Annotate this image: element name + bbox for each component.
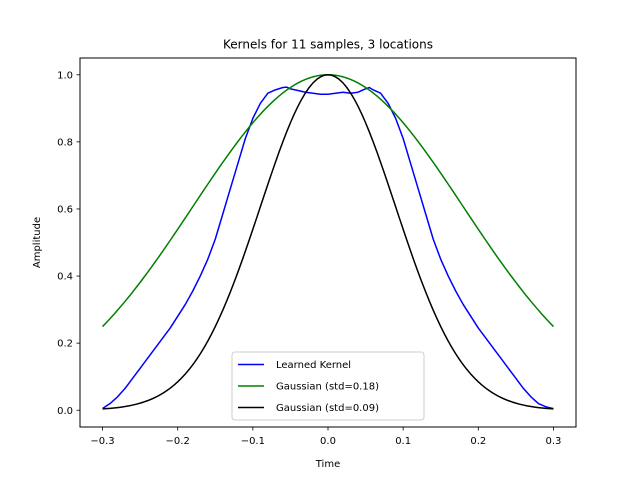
x-tick-label: 0.3	[546, 436, 562, 447]
x-axis-label: Time	[315, 459, 340, 470]
y-tick-label: 0.2	[57, 339, 73, 350]
y-tick-label: 0.0	[57, 406, 73, 417]
series-line-3	[102, 74, 554, 410]
y-tick-label: 0.6	[57, 205, 73, 216]
x-tick-label: 0.1	[395, 436, 411, 447]
legend-box	[231, 351, 425, 421]
y-axis-label: Amplitude	[32, 217, 43, 268]
legend-label: Learned Kernel	[276, 360, 351, 371]
y-tick-label: 0.4	[57, 272, 73, 283]
x-tick-label: −0.2	[166, 436, 190, 447]
y-tick-label: 1.0	[57, 70, 73, 81]
plot-area	[102, 74, 554, 410]
y-tick-label: 0.8	[57, 137, 73, 148]
x-tick-label: −0.3	[90, 436, 114, 447]
series-line-1	[102, 86, 554, 410]
axis-ticks: −0.3 −0.2 −0.1 0.0 0.1 0.2 0.3 0.0 0.2 0.4 0.6 0.8 1…	[57, 70, 561, 447]
x-tick-label: −0.1	[241, 436, 265, 447]
x-tick-label: 0.2	[470, 436, 486, 447]
legend-label: Gaussian (std=0.18)	[276, 382, 379, 393]
x-tick-label: 0.0	[320, 436, 336, 447]
legend-label: Gaussian (std=0.09)	[276, 403, 379, 414]
chart-title: Kernels for 11 samples, 3 locations	[223, 38, 433, 52]
legend: Learned Kernel Gaussian (std=0.18) Gaussia…	[231, 351, 425, 421]
